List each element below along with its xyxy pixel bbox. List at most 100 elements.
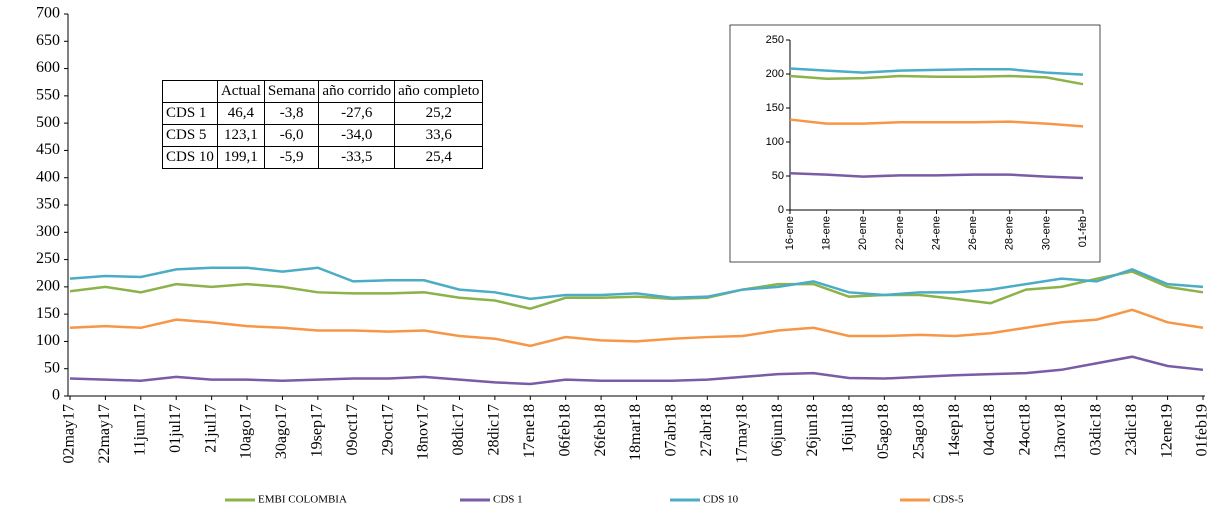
x-tick-label: 13nov18 (1052, 404, 1069, 460)
series-line (69, 270, 1204, 310)
x-tick-label: 17ene18 (521, 404, 538, 458)
value-cell: -34,0 (318, 124, 396, 147)
y-tick-label: 600 (36, 59, 60, 76)
series-line (789, 118, 1084, 128)
x-tick-label: 18-ene (821, 216, 833, 250)
x-tick-label: 26feb18 (592, 404, 609, 456)
value-cell: 199,1 (216, 146, 265, 169)
y-tick-label: 400 (36, 168, 60, 185)
x-tick-label: 06jun18 (769, 404, 786, 456)
x-tick-label: 29oct17 (379, 404, 396, 456)
x-tick-label: 19sep17 (309, 404, 326, 457)
series-line (789, 74, 1084, 86)
header-cell: año corrido (318, 80, 396, 103)
table-row: CDS 1 46,4 -3,8 -27,6 25,2 (162, 102, 484, 125)
x-tick-label: 24oct18 (1017, 404, 1034, 456)
table-row: CDS 5 123,1 -6,0 -34,0 33,6 (162, 124, 484, 147)
x-tick-label: 20-ene (857, 216, 869, 250)
x-tick-label: 07abr18 (663, 404, 680, 456)
x-tick-label: 24-ene (930, 216, 942, 250)
x-tick-label: 18mar18 (627, 404, 644, 461)
header-cell: Actual (216, 80, 265, 103)
row-label: CDS 1 (162, 102, 218, 125)
y-tick-label: 200 (36, 278, 60, 295)
x-tick-label: 05ago18 (875, 404, 892, 459)
y-tick-label: 250 (766, 34, 784, 46)
y-tick-label: 550 (36, 87, 60, 104)
y-tick-label: 0 (52, 387, 60, 404)
x-tick-label: 30-ene (1040, 216, 1052, 250)
value-cell: -3,8 (263, 102, 320, 125)
x-tick-label: 11jun17 (131, 404, 148, 456)
x-tick-label: 27abr18 (698, 404, 715, 456)
x-tick-label: 21jul17 (202, 404, 219, 453)
x-tick-label: 30ago17 (273, 404, 290, 459)
x-tick-label: 25ago18 (910, 404, 927, 459)
row-label: CDS 10 (162, 146, 218, 169)
table-row: CDS 10 199,1 -5,9 -33,5 25,4 (162, 146, 484, 169)
x-tick-label: 26-ene (967, 216, 979, 250)
x-tick-label: 17may18 (733, 404, 750, 464)
summary-table: Actual Semana año corrido año completo CDS 1… (162, 80, 484, 169)
x-tick-label: 14sep18 (946, 404, 963, 457)
x-tick-label: 28dic17 (486, 404, 503, 456)
header-cell: Semana (263, 80, 320, 103)
value-cell: 46,4 (216, 102, 265, 125)
x-tick-label: 22may17 (96, 404, 113, 464)
x-tick-label: 02may17 (61, 404, 78, 464)
y-tick-label: 150 (36, 305, 60, 322)
row-label: CDS 5 (162, 124, 218, 147)
header-cell: año completo (394, 80, 484, 103)
x-tick-label: 08dic17 (450, 404, 467, 456)
x-tick-label: 18nov17 (415, 404, 432, 460)
series-line (69, 308, 1204, 348)
y-tick-label: 300 (36, 223, 60, 240)
y-tick-label: 650 (36, 32, 60, 49)
series-line (69, 355, 1204, 386)
y-tick-label: 100 (36, 332, 60, 349)
x-tick-label: 01-feb (1077, 216, 1089, 247)
y-tick-label: 50 (44, 359, 60, 376)
y-tick-label: 150 (766, 102, 784, 114)
y-tick-label: 450 (36, 141, 60, 158)
legend-label: CDS 10 (703, 494, 739, 506)
x-tick-label: 28-ene (1004, 216, 1016, 250)
x-tick-label: 23dic18 (1123, 404, 1140, 456)
x-tick-label: 16-ene (784, 216, 796, 250)
x-tick-label: 06feb18 (556, 404, 573, 456)
x-tick-label: 10ago17 (238, 404, 255, 459)
legend-label: CDS 1 (493, 494, 523, 506)
x-tick-label: 03dic18 (1087, 404, 1104, 456)
x-tick-label: 01jul17 (167, 404, 184, 453)
y-tick-label: 200 (766, 68, 784, 80)
series-line (789, 172, 1084, 180)
value-cell: -27,6 (318, 102, 396, 125)
value-cell: 25,2 (394, 102, 484, 125)
y-tick-label: 500 (36, 114, 60, 131)
x-tick-label: 22-ene (894, 216, 906, 250)
header-row: Actual Semana año corrido año completo (162, 80, 484, 103)
x-tick-label: 26jun18 (804, 404, 821, 456)
x-tick-label: 12ene19 (1158, 404, 1175, 458)
series-line (69, 266, 1204, 301)
x-tick-label: 04oct18 (981, 404, 998, 456)
value-cell: 25,4 (394, 146, 484, 169)
x-tick-label: 09oct17 (344, 404, 361, 456)
value-cell: -5,9 (263, 146, 320, 169)
series-line (789, 67, 1084, 76)
y-tick-label: 50 (772, 170, 784, 182)
legend-label: CDS-5 (933, 494, 964, 506)
x-tick-label: 16jul18 (840, 404, 857, 453)
value-cell: 33,6 (394, 124, 484, 147)
corner-cell (162, 80, 218, 103)
value-cell: -33,5 (318, 146, 396, 169)
inset-frame (729, 24, 1101, 263)
legend-label: EMBI COLOMBIA (258, 494, 347, 506)
value-cell: 123,1 (216, 124, 265, 147)
y-tick-label: 250 (36, 250, 60, 267)
y-tick-label: 350 (36, 196, 60, 213)
y-tick-label: 100 (766, 136, 784, 148)
x-tick-label: 01feb19 (1194, 404, 1211, 456)
